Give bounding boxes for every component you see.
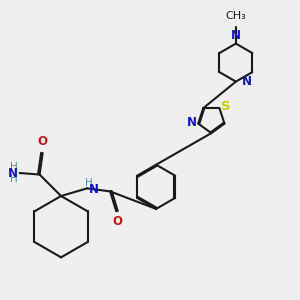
Text: H: H [10,173,18,184]
Text: N: N [242,75,251,88]
Text: CH₃: CH₃ [226,11,246,21]
Text: N: N [89,183,99,196]
Text: N: N [187,116,197,129]
Text: H: H [10,163,18,172]
Text: N: N [231,29,241,42]
Text: H: H [85,178,92,188]
Text: N: N [8,167,18,179]
Text: S: S [221,100,231,113]
Text: O: O [38,136,48,148]
Text: O: O [113,215,123,228]
